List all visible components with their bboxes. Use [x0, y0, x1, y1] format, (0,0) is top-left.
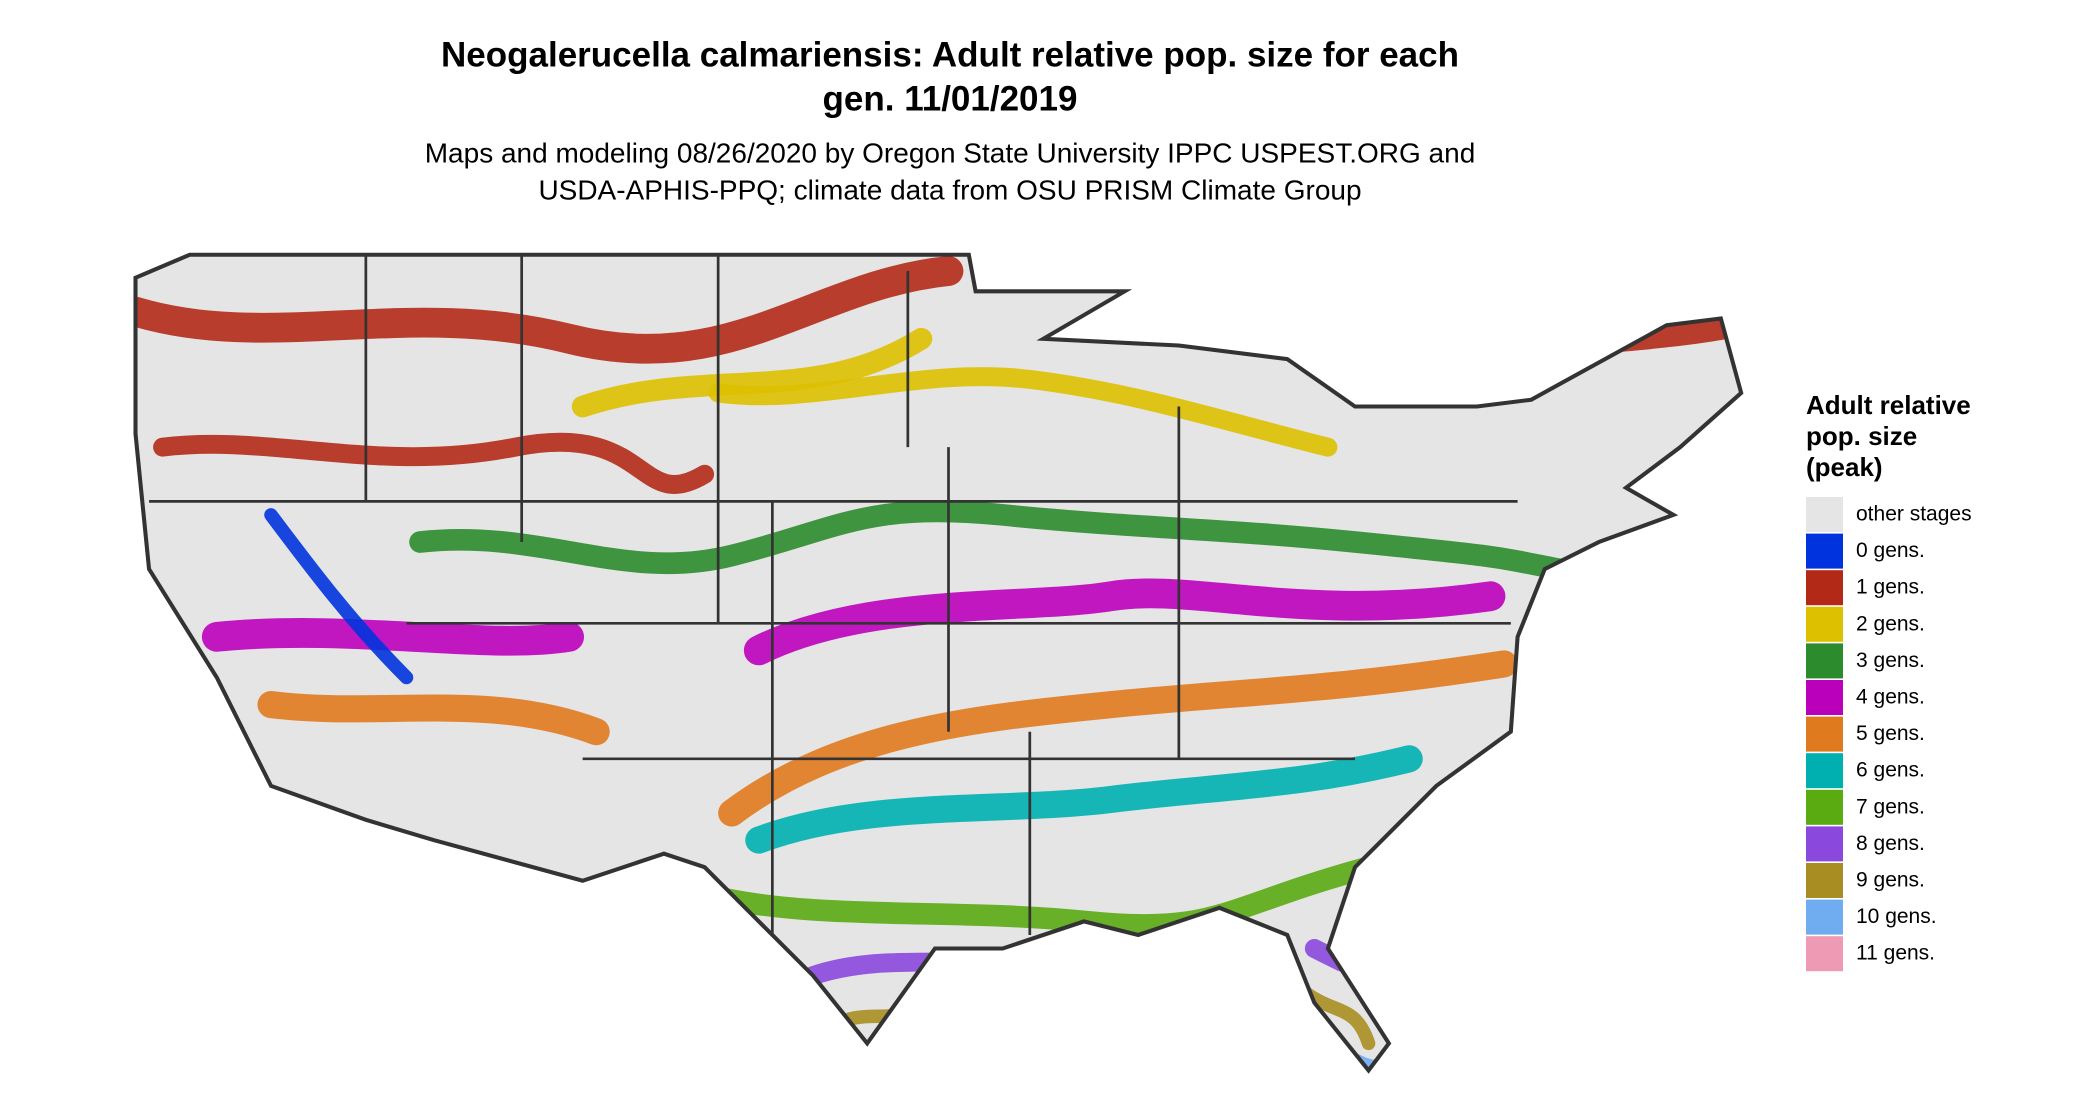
legend-label: 7 gens.	[1856, 795, 1925, 818]
legend-swatch	[1806, 606, 1843, 642]
legend-title: Adult relative	[1806, 390, 1971, 420]
zone-band	[135, 256, 964, 364]
legend-swatch	[1806, 570, 1843, 606]
zone-band	[708, 367, 1338, 457]
legend-label: 5 gens.	[1856, 722, 1925, 745]
subtitle-line: Maps and modeling 08/26/2020 by Oregon S…	[425, 137, 1476, 168]
title-line: Neogalerucella calmariensis: Adult relat…	[441, 35, 1459, 74]
legend-swatch	[1806, 936, 1843, 972]
state-border	[149, 254, 1518, 935]
legend-label: 3 gens.	[1856, 649, 1925, 672]
legend-title: (peak)	[1806, 452, 1883, 482]
legend-label: 9 gens.	[1856, 869, 1925, 892]
zone-band	[409, 500, 1570, 580]
legend-label: 8 gens.	[1856, 832, 1925, 855]
legend: other stages 0 gens. 1 gens. 2 gens. 3 gens.…	[1806, 497, 1972, 972]
zone-band	[819, 982, 1376, 1051]
legend-label: other stages	[1856, 503, 1972, 526]
legend-label: 0 gens.	[1856, 539, 1925, 562]
legend-swatch	[1806, 643, 1843, 679]
legend-swatch	[1806, 533, 1843, 569]
zone-band	[201, 578, 1506, 666]
legend-swatch	[1806, 680, 1843, 715]
legend-label: 4 gens.	[1856, 686, 1925, 709]
zone-band	[257, 650, 1518, 827]
zone-band	[153, 432, 715, 494]
legend-swatch	[1806, 826, 1843, 862]
zone-band	[264, 508, 414, 685]
legend-label: 11 gens.	[1856, 942, 1935, 965]
zone-band	[571, 327, 933, 418]
legend-label: 1 gens.	[1856, 576, 1925, 599]
legend-label: 6 gens.	[1856, 759, 1925, 782]
legend-swatch	[1806, 863, 1843, 898]
legend-swatch	[1806, 716, 1843, 752]
outline	[133, 252, 1744, 1074]
legend-label: 2 gens.	[1856, 612, 1925, 635]
subtitle-line: USDA-APHIS-PPQ; climate data from OSU PR…	[538, 174, 1361, 205]
legend-title: pop. size	[1806, 421, 1917, 451]
title-line: gen. 11/01/2019	[823, 79, 1078, 118]
legend-swatch	[1806, 753, 1843, 789]
legend-swatch	[1806, 899, 1843, 935]
legend-swatch	[1806, 497, 1843, 532]
legend-label: 10 gens.	[1856, 905, 1937, 928]
map	[133, 252, 1744, 1074]
legend-swatch	[1806, 789, 1843, 825]
zone-band	[745, 745, 1423, 854]
zones	[135, 256, 1742, 1068]
